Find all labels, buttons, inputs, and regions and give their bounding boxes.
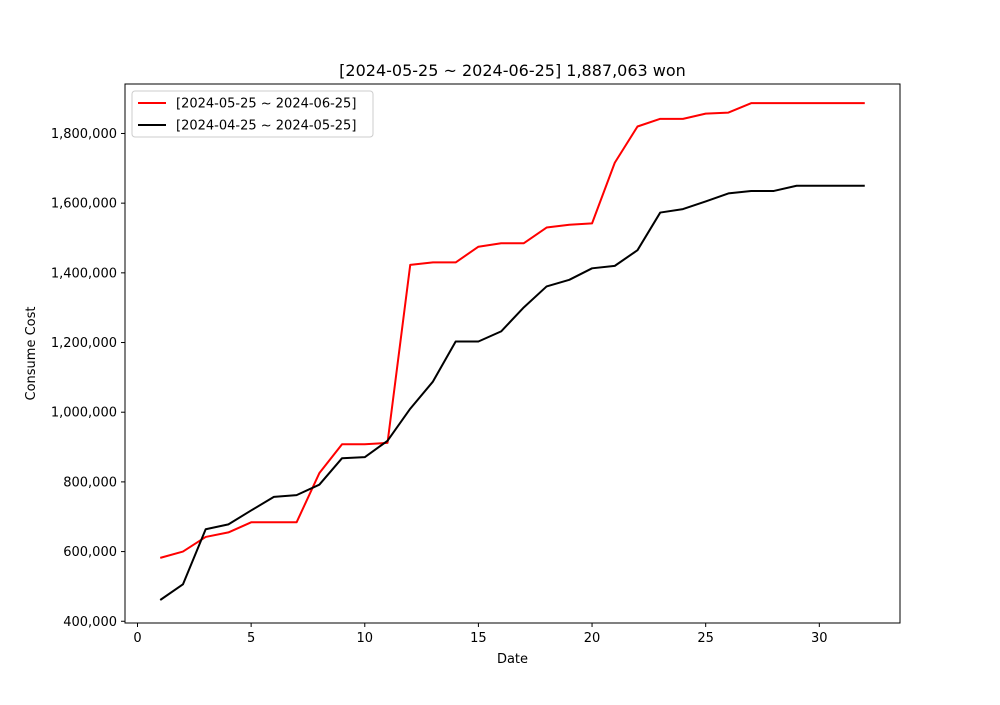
y-axis-label: Consume Cost [24, 307, 39, 401]
y-tick-label: 400,000 [63, 615, 117, 630]
x-axis: 0 5 10 15 20 25 30 [133, 623, 828, 646]
x-tick-label: 5 [247, 631, 255, 646]
y-tick-label: 1,000,000 [51, 406, 117, 421]
legend-box [131, 90, 374, 138]
plot-frame [124, 83, 901, 624]
x-tick-label: 15 [470, 631, 487, 646]
legend-label: [2024-04-25 ~ 2024-05-25] [176, 119, 356, 134]
x-tick-label: 25 [697, 631, 714, 646]
y-tick-label: 800,000 [63, 475, 117, 490]
chart-title: [2024-05-25 ~ 2024-06-25] 1,887,063 won [339, 61, 686, 80]
y-tick-label: 1,400,000 [51, 266, 117, 281]
x-tick-label: 30 [811, 631, 828, 646]
y-tick-label: 1,600,000 [51, 197, 117, 212]
x-tick-label: 10 [356, 631, 373, 646]
y-tick-label: 1,800,000 [51, 127, 117, 142]
x-tick-label: 0 [133, 631, 141, 646]
y-tick-label: 1,200,000 [51, 336, 117, 351]
x-tick-label: 20 [584, 631, 601, 646]
legend-label: [2024-05-25 ~ 2024-06-25] [176, 97, 356, 112]
y-axis: 400,000 600,000 800,000 1,000,000 1,200,000 1… [51, 127, 125, 630]
plot-area [159, 102, 865, 601]
series-line-2 [159, 184, 865, 601]
legend: [2024-05-25 ~ 2024-06-25] [2024-04-25 ~ 2… [131, 90, 374, 138]
series-line-1 [159, 102, 865, 559]
x-axis-label: Date [497, 652, 528, 667]
y-tick-label: 600,000 [63, 545, 117, 560]
